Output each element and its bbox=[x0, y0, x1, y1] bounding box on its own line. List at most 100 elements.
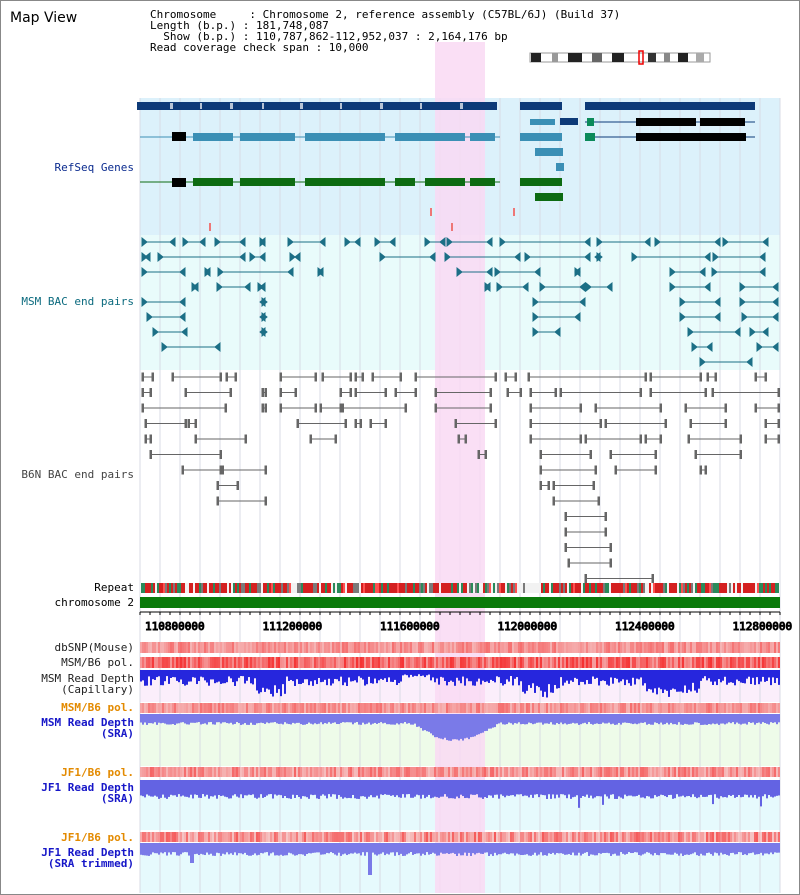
jf1-pol-cell bbox=[272, 767, 274, 777]
msm-pol2-cell bbox=[734, 703, 736, 713]
jf1-trim-depth-bar bbox=[542, 843, 544, 856]
msm-pol-cell bbox=[362, 657, 364, 668]
msm-sra-depth-bar bbox=[424, 714, 426, 731]
msm-cap-depth-bar bbox=[266, 670, 268, 689]
jf1-pol-cell bbox=[486, 767, 488, 777]
jf1-sra-depth-bar bbox=[600, 780, 602, 797]
msm-bac-end-pairs[interactable] bbox=[141, 236, 779, 368]
msm-pol2-cell bbox=[472, 703, 474, 713]
refseq-genes-label[interactable]: RefSeq Genes bbox=[54, 161, 134, 174]
dbsnp-cell bbox=[596, 642, 598, 653]
chromosome-ideogram[interactable] bbox=[529, 50, 711, 65]
repeat-element bbox=[563, 583, 565, 593]
jf1-trim-depth-bar bbox=[758, 843, 760, 855]
b6n-bac-label[interactable]: B6N BAC end pairs bbox=[21, 468, 134, 481]
repeat-element bbox=[689, 583, 691, 593]
msm-pol-cell bbox=[466, 657, 468, 668]
b6n-end-marker bbox=[261, 403, 264, 413]
msm-pol-cell bbox=[266, 657, 268, 668]
msm-pol2-cell bbox=[454, 703, 456, 713]
b6n-bac-end-pairs[interactable] bbox=[141, 372, 780, 583]
msm-pol2-cell bbox=[670, 703, 672, 713]
msm-pol-cell bbox=[418, 657, 420, 668]
read-depth-tracks[interactable] bbox=[140, 670, 780, 875]
dbsnp-label[interactable]: dbSNP(Mouse) bbox=[54, 641, 134, 654]
jf1-pol-cell bbox=[740, 767, 742, 777]
jf1-sra-depth-bar bbox=[658, 780, 660, 797]
msm-sra-depth-bar bbox=[642, 714, 644, 723]
jf1-pol-cell bbox=[342, 767, 344, 777]
polymorphism-strips[interactable] bbox=[140, 642, 780, 842]
jf1-pol-cell bbox=[280, 767, 282, 777]
jf1-pol2-cell bbox=[694, 832, 696, 842]
msm-pol2-cell bbox=[386, 703, 388, 713]
dbsnp-cell bbox=[672, 642, 674, 653]
msm-cap-depth-bar bbox=[238, 670, 240, 678]
msm-depth-capillary-label[interactable]: MSM Read Depth (Capillary) bbox=[41, 672, 134, 696]
jf1-pol2-cell bbox=[504, 832, 506, 842]
msm-sra-depth-bar bbox=[202, 714, 204, 724]
jf1-sra-depth-bar bbox=[694, 780, 696, 797]
jf1-sra-depth-bar bbox=[200, 780, 202, 798]
msm-cap-depth-bar bbox=[590, 670, 592, 684]
msm-bac-label[interactable]: MSM BAC end pairs bbox=[21, 295, 134, 308]
refseq-genes[interactable] bbox=[137, 102, 755, 231]
b6n-end-marker bbox=[589, 450, 592, 459]
jf1-pol2-cell bbox=[268, 832, 270, 842]
msm-pol-cell bbox=[452, 657, 454, 668]
msm-cap-depth-bar bbox=[424, 670, 426, 678]
repeat-element bbox=[431, 583, 433, 593]
jf1-trim-depth-bar bbox=[250, 843, 252, 856]
msm-cap-depth-bar bbox=[240, 670, 242, 677]
msm-pol-cell bbox=[510, 657, 512, 668]
jf1-trim-depth-bar bbox=[442, 843, 444, 854]
jf1-sra-depth-bar bbox=[300, 780, 302, 799]
jf1-pol-cell bbox=[500, 767, 502, 777]
msm-cap-depth-bar bbox=[686, 670, 688, 693]
jf1-trim-depth-bar bbox=[372, 843, 374, 853]
jf1-depth-trimmed-label[interactable]: JF1 Read Depth (SRA trimmed) bbox=[41, 846, 134, 870]
b6n-end-marker bbox=[699, 372, 702, 382]
jf1-b6-pol-label-1[interactable]: JF1/B6 pol. bbox=[61, 766, 134, 779]
jf1-pol-cell bbox=[468, 767, 470, 777]
jf1-sra-depth-bar bbox=[676, 780, 678, 795]
dbsnp-cell bbox=[732, 642, 734, 653]
jf1-pol2-cell bbox=[680, 832, 682, 842]
msm-pol-cell bbox=[774, 657, 776, 668]
jf1-trim-depth-bar bbox=[158, 843, 160, 855]
jf1-pol-cell bbox=[368, 767, 370, 777]
chromosome-bar[interactable] bbox=[140, 597, 780, 608]
jf1-pol-cell bbox=[442, 767, 444, 777]
msm-sra-depth-bar bbox=[414, 714, 416, 724]
jf1-pol2-cell bbox=[324, 832, 326, 842]
msm-cap-depth-bar bbox=[762, 670, 764, 677]
msm-pol-cell bbox=[560, 657, 562, 668]
jf1-pol-cell bbox=[188, 767, 190, 777]
jf1-pol-cell bbox=[374, 767, 376, 777]
jf1-pol-cell bbox=[636, 767, 638, 777]
msm-b6-pol-label-1[interactable]: MSM/B6 pol. bbox=[61, 656, 134, 669]
msm-b6-pol-label-2[interactable]: MSM/B6 pol. bbox=[61, 701, 134, 714]
jf1-depth-sra-label[interactable]: JF1 Read Depth (SRA) bbox=[41, 781, 134, 805]
msm-cap-depth-bar bbox=[146, 670, 148, 686]
msm-pol2-cell bbox=[516, 703, 518, 713]
jf1-pol2-cell bbox=[410, 832, 412, 842]
dbsnp-cell bbox=[146, 642, 148, 653]
jf1-pol2-cell bbox=[346, 832, 348, 842]
jf1-sra-depth-bar bbox=[426, 780, 428, 797]
repeat-element bbox=[363, 583, 365, 593]
msm-depth-sra-label[interactable]: MSM Read Depth (SRA) bbox=[41, 716, 134, 740]
dbsnp-cell bbox=[224, 642, 226, 653]
msm-pol-cell bbox=[218, 657, 220, 668]
jf1-pol2-cell bbox=[226, 832, 228, 842]
jf1-b6-pol-label-2[interactable]: JF1/B6 pol. bbox=[61, 831, 134, 844]
selected-region-highlight[interactable] bbox=[435, 42, 485, 893]
repeat-element bbox=[769, 583, 771, 593]
jf1-trim-depth-bar bbox=[362, 843, 364, 853]
msm-pol2-cell bbox=[286, 703, 288, 713]
jf1-pol2-cell bbox=[412, 832, 414, 842]
repeat-element bbox=[605, 583, 607, 593]
jf1-pol2-cell bbox=[198, 832, 200, 842]
repeat-track[interactable] bbox=[140, 583, 780, 593]
